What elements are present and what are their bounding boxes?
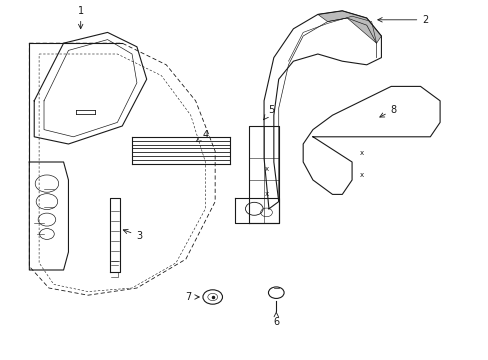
Text: 1: 1 [78,6,83,29]
Text: x: x [264,192,268,197]
Text: x: x [264,166,268,172]
Polygon shape [317,11,381,43]
Text: 4: 4 [196,130,208,141]
Text: 2: 2 [377,15,427,25]
Text: 3: 3 [123,229,142,241]
Text: x: x [359,150,363,156]
Text: x: x [359,172,363,177]
Text: 6: 6 [273,312,279,327]
Text: 8: 8 [379,105,396,117]
Text: 5: 5 [263,105,274,120]
Text: 7: 7 [185,292,199,302]
